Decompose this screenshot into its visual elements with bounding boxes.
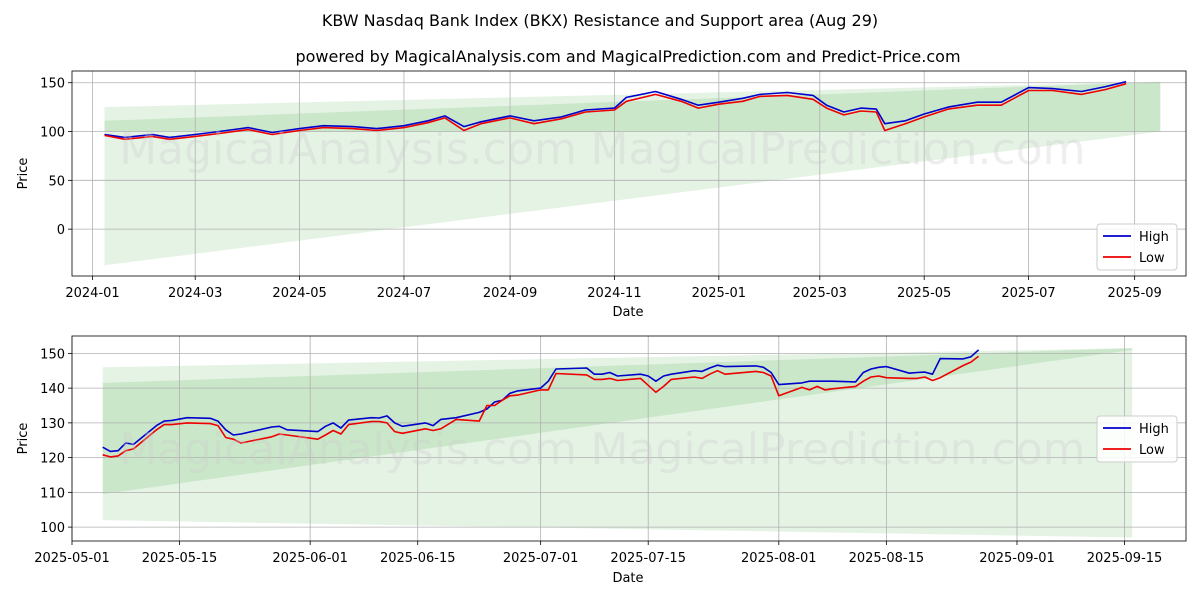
series-line-high: [102, 349, 980, 453]
x-tick-label: 2025-07-15: [610, 551, 686, 566]
y-axis-label: Price: [16, 158, 31, 190]
y-tick-label: 140: [40, 382, 65, 397]
series-line-high: [104, 80, 1127, 139]
legend-label-high: High: [1139, 422, 1169, 437]
x-tick-label: 2024-03: [168, 286, 222, 301]
y-tick-label: 150: [40, 77, 65, 92]
x-tick-label: 2024-11: [587, 286, 641, 301]
bottom-panel: 2025-05-01 2025-05-15 2025-06-01 2025-06-15…: [16, 335, 1187, 586]
x-tick-label: 2024-05: [272, 286, 326, 301]
legend-label-high: High: [1139, 230, 1169, 245]
watermark-right: MagicalPrediction.com: [591, 424, 1086, 475]
y-tick-label: 120: [40, 452, 65, 467]
x-tick-label: 2025-05-01: [34, 551, 110, 566]
x-tick-label: 2025-09-01: [979, 551, 1055, 566]
series-group: [102, 349, 980, 458]
y-tick-label: 130: [40, 417, 65, 432]
watermark-left: MagicalAnalysis.com: [119, 424, 577, 475]
x-tick-label: 2025-01: [692, 286, 746, 301]
x-tick-label: 2025-03: [793, 286, 847, 301]
x-axis-label: Date: [612, 305, 643, 320]
chart-title: KBW Nasdaq Bank Index (BKX) Resistance a…: [322, 11, 878, 30]
series-line-low: [104, 82, 1127, 141]
legend-label-low: Low: [1139, 443, 1165, 458]
y-axis-label: Price: [16, 423, 31, 455]
x-tick-label: 2025-07: [1001, 286, 1055, 301]
x-tick-label: 2025-06-01: [272, 551, 348, 566]
watermark-left: MagicalAnalysis.com: [119, 124, 577, 175]
x-tick-label: 2025-08-01: [741, 551, 817, 566]
axes-frame: [71, 70, 1187, 277]
y-tick-label: 110: [40, 486, 65, 501]
y-tick-label: 150: [40, 347, 65, 362]
resistance-band-inner: [104, 81, 1161, 132]
y-tick-label: 0: [57, 223, 65, 238]
x-tick-label: 2025-08-15: [849, 551, 925, 566]
x-tick-label: 2025-09: [1107, 286, 1161, 301]
series-group: [104, 80, 1127, 141]
legend-label-low: Low: [1139, 251, 1165, 266]
x-axis-label: Date: [612, 571, 643, 586]
watermark-right: MagicalPrediction.com: [591, 124, 1086, 175]
top-panel: 2024-01 2024-03 2024-05 2024-07 2024-09 2024-…: [16, 70, 1187, 320]
y-tick-label: 50: [48, 174, 65, 189]
series-line-low: [102, 355, 980, 458]
x-tick-label: 2025-07-01: [503, 551, 579, 566]
x-tick-label: 2025-09-15: [1087, 551, 1163, 566]
x-tick-label: 2025-05: [897, 286, 951, 301]
axes-frame: [71, 335, 1187, 542]
x-tick-label: 2025-06-15: [380, 551, 456, 566]
chart-subtitle: powered by MagicalAnalysis.com and Magic…: [295, 47, 960, 66]
support-band-outer: [102, 348, 1133, 538]
x-tick-label: 2024-01: [65, 286, 119, 301]
y-tick-label: 100: [40, 521, 65, 536]
x-tick-label: 2024-07: [377, 286, 431, 301]
x-tick-label: 2025-05-15: [142, 551, 218, 566]
x-tick-label: 2024-09: [483, 286, 537, 301]
y-tick-label: 100: [40, 126, 65, 141]
